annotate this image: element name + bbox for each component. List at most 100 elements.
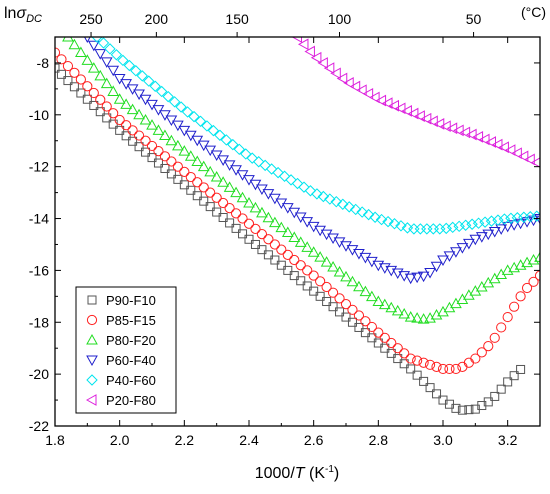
data-point <box>333 237 346 248</box>
data-point <box>246 152 258 164</box>
data-point <box>288 231 301 242</box>
data-point <box>424 359 436 370</box>
x-axis-title-var: T <box>295 465 306 482</box>
data-point <box>373 327 384 338</box>
x-tick-label: 2.8 <box>369 432 389 448</box>
top-axis-tick-label: 50 <box>466 11 482 27</box>
data-point <box>503 377 513 387</box>
data-point <box>375 213 388 226</box>
data-point <box>149 80 161 92</box>
x-axis-title-unit-close: ) <box>334 465 339 482</box>
top-axis-tick-label: 150 <box>225 11 249 27</box>
data-point <box>444 363 455 375</box>
data-point <box>218 212 228 222</box>
y-tick-label: -22 <box>29 418 49 434</box>
data-point <box>530 157 540 168</box>
data-point <box>259 159 271 172</box>
data-point <box>270 255 280 265</box>
data-point <box>511 212 524 224</box>
legend-marker <box>86 355 98 367</box>
data-point <box>204 165 217 177</box>
data-point <box>320 256 333 267</box>
x-tick-label: 2.0 <box>110 432 130 448</box>
data-point <box>347 304 358 315</box>
data-point <box>321 281 332 293</box>
legend-label: P85-F15 <box>106 313 156 328</box>
data-point <box>472 130 484 143</box>
data-point <box>322 297 332 307</box>
data-point <box>265 163 278 175</box>
data-point <box>359 252 372 264</box>
top-axis-tick-label: 200 <box>145 11 169 27</box>
data-point <box>291 177 304 190</box>
data-point <box>440 120 451 133</box>
data-point <box>466 218 478 230</box>
data-point <box>524 153 535 166</box>
data-point <box>534 251 540 262</box>
data-point <box>411 272 423 284</box>
data-point <box>360 316 371 327</box>
data-point <box>192 191 202 201</box>
data-point <box>134 142 144 152</box>
data-point <box>139 113 152 125</box>
y-tick-label: -16 <box>29 262 49 278</box>
data-point <box>256 206 268 218</box>
data-point <box>521 282 533 294</box>
legend-marker <box>85 394 97 406</box>
data-point <box>360 328 370 338</box>
data-point <box>304 185 317 197</box>
data-point <box>320 229 333 241</box>
data-point <box>107 85 120 96</box>
data-point <box>250 239 260 249</box>
data-point <box>133 130 145 141</box>
data-point <box>349 203 362 216</box>
data-point <box>412 370 422 380</box>
data-point <box>136 70 149 82</box>
data-point <box>382 215 394 228</box>
data-point <box>133 108 145 120</box>
data-point <box>424 267 436 279</box>
data-point <box>237 213 248 224</box>
data-point <box>367 333 377 343</box>
data-point <box>121 120 132 131</box>
data-point <box>159 129 171 141</box>
data-point <box>378 298 391 310</box>
data-point <box>115 125 125 135</box>
data-point <box>398 307 411 319</box>
data-point <box>498 141 509 154</box>
data-point <box>75 74 86 85</box>
series-P90-F10 <box>55 63 526 415</box>
data-point <box>298 181 310 193</box>
data-point <box>372 260 385 272</box>
data-point <box>173 174 183 184</box>
data-point <box>382 97 393 109</box>
data-point <box>133 89 145 101</box>
data-point <box>457 405 467 415</box>
data-point <box>297 38 309 51</box>
data-point <box>278 170 291 182</box>
data-point <box>104 43 116 55</box>
data-point <box>485 136 496 148</box>
data-point <box>427 115 438 128</box>
data-point <box>470 353 481 364</box>
data-point <box>488 227 501 238</box>
data-point <box>421 223 433 235</box>
data-point <box>102 113 112 123</box>
data-point <box>100 77 113 89</box>
data-point <box>330 67 341 80</box>
data-point <box>244 234 254 244</box>
data-point <box>95 94 106 105</box>
data-point <box>198 182 209 193</box>
data-point <box>240 148 252 160</box>
data-point <box>356 84 367 97</box>
axes-layer: 1.8 2.0 2.2 2.4 2.6 2.8 3.0 3.2 -8 -10 -12 -14 -16 -1… <box>29 11 540 448</box>
data-point <box>210 171 223 182</box>
data-point <box>518 211 530 223</box>
data-point <box>483 397 493 407</box>
data-point <box>197 160 210 172</box>
data-point <box>181 106 194 118</box>
data-point <box>155 85 168 98</box>
data-point <box>362 208 375 221</box>
data-point <box>69 67 80 78</box>
